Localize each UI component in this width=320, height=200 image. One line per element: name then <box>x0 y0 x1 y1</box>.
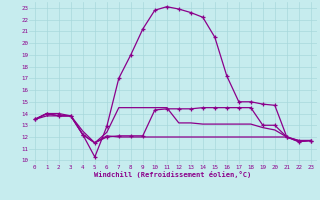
X-axis label: Windchill (Refroidissement éolien,°C): Windchill (Refroidissement éolien,°C) <box>94 171 252 178</box>
